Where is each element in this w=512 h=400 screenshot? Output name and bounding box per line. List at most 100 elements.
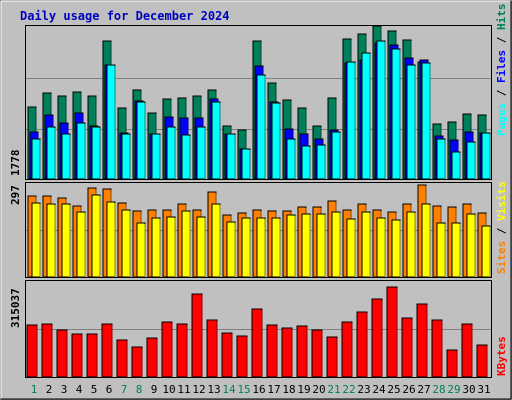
day-label: 21 — [327, 383, 340, 396]
visits-bar — [406, 211, 416, 278]
day-label: 26 — [402, 383, 415, 396]
pages-bar — [181, 134, 191, 180]
kbytes-bar — [236, 335, 248, 378]
kbytes-bar — [296, 325, 308, 378]
chart-title: Daily usage for December 2024 — [20, 9, 230, 23]
day-label: 20 — [312, 383, 325, 396]
day-label: 5 — [91, 383, 98, 396]
pages-bar — [361, 52, 371, 180]
legend-files: Files — [495, 50, 508, 83]
visits-bar — [391, 219, 401, 278]
kbytes-bar — [131, 346, 143, 378]
day-label: 28 — [432, 383, 445, 396]
day-label: 2 — [46, 383, 53, 396]
pages-bar — [46, 126, 56, 180]
visits-bar — [286, 214, 296, 278]
visits-bar — [166, 216, 176, 278]
visits-bar — [61, 203, 71, 278]
day-label: 3 — [61, 383, 68, 396]
pages-bar — [241, 148, 251, 180]
kbytes-bar — [311, 329, 323, 378]
visits-bar — [451, 222, 461, 278]
hits-ymax-label: 1778 — [9, 150, 22, 177]
pages-bar — [376, 40, 386, 180]
visits-bar — [91, 194, 101, 278]
kbytes-bar — [221, 332, 233, 378]
visits-bar — [226, 221, 236, 278]
pages-bar — [61, 133, 71, 180]
pages-bar — [226, 133, 236, 180]
visits-bar — [181, 210, 191, 278]
day-label: 30 — [462, 383, 475, 396]
kbytes-bar — [146, 337, 158, 378]
kbytes-bar — [206, 319, 218, 378]
kbytes-bar — [101, 323, 113, 378]
day-label: 13 — [207, 383, 220, 396]
pages-bar — [436, 138, 446, 180]
legend-hits-panel: Pages / Files / Hits — [495, 4, 508, 137]
visits-bar — [211, 203, 221, 278]
visits-bar — [436, 222, 446, 278]
kbytes-ymax-label: 315037 — [9, 288, 22, 328]
kbytes-bar — [416, 303, 428, 378]
legend-kbytes: KBytes — [495, 336, 508, 376]
day-label: 29 — [447, 383, 460, 396]
kbytes-bar — [176, 323, 188, 378]
visits-bar — [481, 225, 491, 278]
kbytes-bar — [116, 339, 128, 378]
day-label: 9 — [151, 383, 158, 396]
day-labels: 1 2 3 4 5 6 7 8 9 10 11 12 13 14 15 16 17 18 19 20 21 22 23 24 2… — [31, 383, 491, 396]
kbytes-bar — [371, 298, 383, 378]
kbytes-panel — [25, 280, 492, 378]
pages-bar — [421, 62, 431, 180]
visits-bar — [361, 211, 371, 278]
visits-bar — [376, 217, 386, 278]
pages-bar — [331, 131, 341, 180]
day-label: 12 — [192, 383, 205, 396]
pages-bar — [301, 145, 311, 180]
visits-bar — [106, 201, 116, 278]
kbytes-bar — [86, 333, 98, 378]
kbytes-bar — [446, 349, 458, 378]
pages-bar — [76, 122, 86, 180]
kbytes-bar — [431, 319, 443, 378]
visits-ymax-label: 297 — [9, 185, 22, 205]
day-label: 17 — [267, 383, 280, 396]
visits-bar — [31, 202, 41, 278]
visits-bar — [136, 222, 146, 278]
visits-bar — [316, 213, 326, 278]
day-label: 18 — [282, 383, 295, 396]
pages-bar — [451, 151, 461, 180]
day-label: 10 — [162, 383, 175, 396]
day-label: 24 — [372, 383, 386, 396]
pages-bar — [391, 48, 401, 180]
pages-bar — [91, 126, 101, 180]
pages-bar — [136, 101, 146, 180]
svg-text:Sites / Visits: Sites / Visits — [495, 181, 508, 274]
pages-bar — [121, 133, 131, 180]
day-label: 31 — [477, 383, 490, 396]
hits-files-pages-panel — [25, 25, 492, 180]
day-label: 23 — [357, 383, 370, 396]
pages-bar — [256, 74, 266, 180]
pages-bar — [481, 132, 491, 180]
kbytes-bar — [341, 321, 353, 378]
visits-bar — [331, 211, 341, 278]
day-label: 7 — [121, 383, 128, 396]
visits-bar — [241, 217, 251, 278]
svg-text:KBytes: KBytes — [495, 336, 508, 376]
day-label: 16 — [252, 383, 265, 396]
visits-bar — [301, 213, 311, 278]
kbytes-bar — [71, 333, 83, 378]
kbytes-bar — [26, 324, 38, 378]
pages-bar — [106, 64, 116, 180]
day-label: 19 — [297, 383, 310, 396]
legend-sites: Sites — [495, 241, 508, 274]
visits-bar — [421, 203, 431, 278]
legend-visits-panel: Sites / Visits — [495, 181, 508, 274]
day-label: 4 — [76, 383, 83, 396]
visits-bar — [46, 203, 56, 278]
visits-bar — [271, 217, 281, 278]
pages-bar — [286, 138, 296, 180]
